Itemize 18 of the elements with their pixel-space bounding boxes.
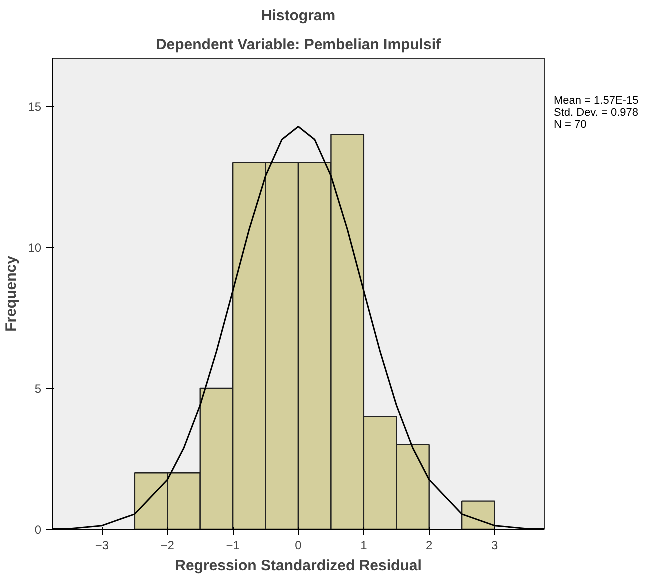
chart-subtitle: Dependent Variable: Pembelian Impulsif: [156, 36, 442, 54]
x-tick-label: 0: [295, 538, 302, 552]
x-tick-label: 3: [491, 538, 498, 552]
y-axis-title: Frequency: [3, 255, 20, 332]
x-tick-label: 2: [426, 538, 434, 552]
x-tick-label: −2: [160, 538, 175, 552]
x-tick-label: −3: [95, 538, 110, 552]
y-tick-label: 5: [34, 382, 42, 396]
x-tick-label: −1: [226, 538, 240, 552]
y-tick-label: 15: [28, 100, 42, 114]
x-axis-title: Regression Standardized Residual: [175, 558, 422, 574]
text: N = 70: [554, 119, 587, 131]
y-tick-label: 10: [28, 240, 42, 255]
text: Std. Dev. = 0.978: [554, 107, 638, 119]
chart-title: Histogram: [261, 8, 336, 24]
y-tick-label: 0: [34, 523, 42, 537]
text: Mean = 1.57E-15: [554, 95, 639, 107]
x-tick-label: 1: [360, 538, 368, 552]
